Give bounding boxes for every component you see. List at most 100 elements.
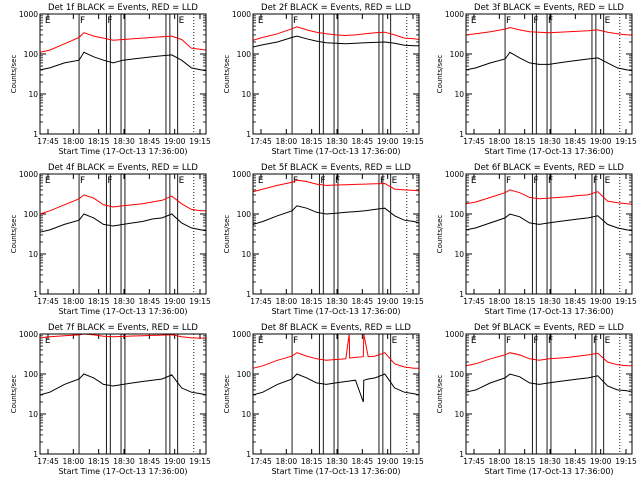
series-events: [39, 373, 207, 396]
x-tick-label: 17:45: [463, 297, 485, 306]
x-tick-label: 18:00: [276, 457, 298, 466]
panel-title: Det 9f BLACK = Events, RED = LLD: [474, 323, 624, 333]
detector-panel-5f: Det 5f BLACK = Events, RED = LLD 1 10 100 10…: [223, 163, 424, 316]
flag-label: E: [45, 176, 51, 186]
x-tick-label: 18:00: [489, 297, 511, 306]
flag-label: F: [335, 176, 340, 186]
series-lld: [465, 352, 632, 367]
panel-title: Det 4f BLACK = Events, RED = LLD: [48, 163, 198, 173]
flag-label: F: [506, 176, 511, 186]
flag-label: E: [605, 16, 611, 26]
flag-label: E: [258, 16, 264, 26]
y-tick-label: 1000: [232, 330, 251, 339]
y-tick-label: 1: [246, 450, 251, 459]
flag-label: E: [605, 336, 611, 346]
y-axis-label: Counts/sec: [223, 55, 231, 94]
y-axis-label: Counts/sec: [10, 215, 18, 254]
x-axis-label: Start Time (17-Oct-13 17:36:00): [58, 467, 187, 476]
detector-panel-3f: Det 3f BLACK = Events, RED = LLD 1 10 100 10…: [436, 3, 637, 156]
detector-panel-4f: Det 4f BLACK = Events, RED = LLD 1 10 100 10…: [10, 163, 211, 316]
detector-panel-8f: Det 8f BLACK = Events, RED = LLD 1 10 100 10…: [223, 323, 424, 476]
x-tick-label: 18:30: [326, 297, 348, 306]
x-tick-label: 18:45: [565, 297, 587, 306]
y-axis-label: Counts/sec: [10, 375, 18, 414]
flag-label: E: [605, 176, 611, 186]
y-tick-label: 10: [454, 410, 464, 419]
plot-frame: [465, 333, 633, 455]
series-lld: [39, 333, 207, 339]
x-tick-label: 18:00: [489, 457, 511, 466]
x-tick-label: 18:30: [539, 137, 561, 146]
flag-label: E: [392, 176, 398, 186]
flag-label: F: [506, 336, 511, 346]
x-tick-label: 17:45: [250, 297, 272, 306]
x-tick-label: 19:15: [615, 297, 637, 306]
y-tick-label: 100: [237, 370, 252, 379]
flag-label: F: [107, 176, 112, 186]
x-axis-label: Start Time (17-Oct-13 17:36:00): [484, 147, 613, 156]
y-tick-label: 10: [241, 90, 251, 99]
x-tick-label: 18:45: [139, 137, 161, 146]
y-tick-label: 1000: [232, 10, 251, 19]
flag-label: F: [548, 336, 553, 346]
panel-title: Det 6f BLACK = Events, RED = LLD: [474, 163, 624, 173]
x-tick-label: 18:15: [88, 297, 110, 306]
x-tick-label: 18:45: [139, 457, 161, 466]
series-lld: [39, 194, 206, 215]
x-tick-label: 18:30: [326, 457, 348, 466]
panel-title: Det 1f BLACK = Events, RED = LLD: [48, 3, 198, 13]
flag-label: E: [179, 176, 185, 186]
detector-panel-7f: Det 7f BLACK = Events, RED = LLD 1 10 100 10…: [10, 323, 211, 476]
flag-label: E: [471, 176, 477, 186]
y-tick-label: 100: [450, 210, 465, 219]
series-lld: [465, 189, 633, 205]
y-tick-label: 100: [237, 210, 252, 219]
series-events: [465, 373, 633, 393]
x-tick-label: 19:00: [590, 297, 612, 306]
y-tick-label: 1: [459, 450, 464, 459]
panel-title: Det 3f BLACK = Events, RED = LLD: [474, 3, 624, 13]
x-axis-label: Start Time (17-Oct-13 17:36:00): [58, 307, 187, 316]
flag-label: F: [107, 16, 112, 26]
x-tick-label: 18:15: [88, 137, 110, 146]
detector-panel-9f: Det 9f BLACK = Events, RED = LLD 1 10 100 10…: [436, 323, 637, 476]
x-tick-label: 17:45: [463, 457, 485, 466]
x-tick-label: 19:00: [164, 137, 186, 146]
x-tick-label: 18:30: [539, 297, 561, 306]
flag-label: E: [258, 176, 264, 186]
series-lld: [252, 26, 420, 41]
x-tick-label: 18:00: [63, 137, 85, 146]
y-axis-label: Counts/sec: [223, 215, 231, 254]
flag-label: E: [392, 336, 398, 346]
x-tick-label: 18:30: [326, 137, 348, 146]
x-tick-label: 18:30: [539, 457, 561, 466]
plot-frame: [465, 173, 633, 295]
x-tick-label: 18:30: [113, 137, 135, 146]
flag-label: F: [533, 336, 538, 346]
series-lld: [39, 32, 207, 53]
y-tick-label: 1: [459, 290, 464, 299]
y-tick-label: 1000: [445, 330, 464, 339]
flag-label: E: [45, 16, 51, 26]
series-events: [252, 205, 420, 225]
x-tick-label: 17:45: [37, 457, 59, 466]
y-tick-label: 10: [241, 410, 251, 419]
x-tick-label: 18:45: [565, 457, 587, 466]
plot-frame: [39, 13, 207, 135]
x-tick-label: 18:45: [352, 457, 374, 466]
x-tick-label: 19:15: [402, 137, 424, 146]
series-lld: [465, 26, 632, 36]
x-tick-label: 18:00: [63, 297, 85, 306]
series-events: [39, 51, 207, 72]
flag-label: E: [258, 336, 264, 346]
x-tick-label: 17:45: [250, 137, 272, 146]
series-lld: [252, 179, 420, 193]
y-tick-label: 1000: [445, 170, 464, 179]
flag-label: F: [293, 16, 298, 26]
x-tick-label: 19:00: [164, 457, 186, 466]
y-tick-label: 100: [237, 50, 252, 59]
x-tick-label: 19:00: [164, 297, 186, 306]
x-axis-label: Start Time (17-Oct-13 17:36:00): [58, 147, 187, 156]
panel-title: Det 7f BLACK = Events, RED = LLD: [48, 323, 198, 333]
